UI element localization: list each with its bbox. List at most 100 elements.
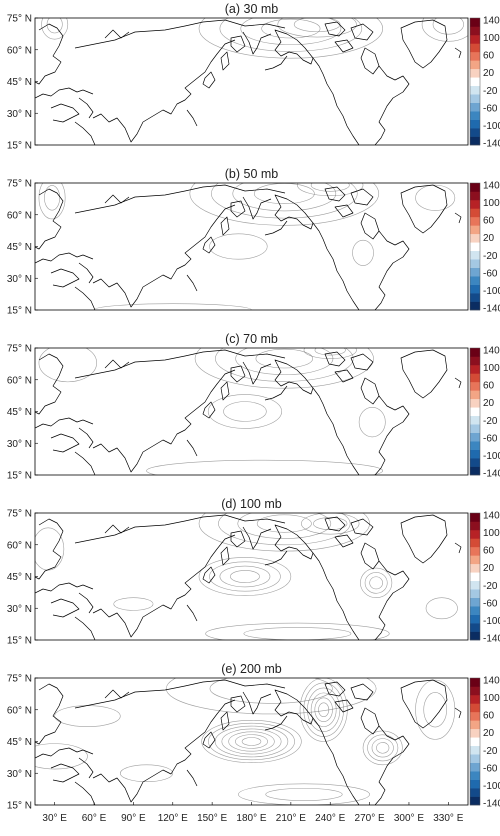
colorbar-tick-label: -140 [483,799,500,810]
colorbar-swatch [470,233,480,243]
contour-region [209,561,281,592]
colorbar-tick-label: -60 [483,103,498,114]
contour-region [113,597,154,611]
colorbar-swatch [470,26,480,36]
colorbar-swatch [470,348,480,357]
contour-region [371,738,394,758]
contour-region [240,18,342,46]
colorbar-swatch [470,678,480,687]
contour-region [214,725,289,758]
colorbar-tick-label: 60 [483,381,495,392]
colorbar-tick-label: 20 [483,68,495,79]
colorbar-tick-label: -140 [483,304,500,315]
contour-region [369,576,383,590]
lat-label: 45° N [7,407,32,418]
colorbar-swatch [470,521,480,531]
colorbar-swatch [470,771,480,780]
contour-region [297,183,364,196]
colorbar-swatch [470,276,480,285]
colorbar-swatch [470,407,480,417]
colorbar-tick-label: 60 [483,216,495,227]
contour-region [301,513,360,535]
contour-region [303,348,357,359]
panel-title: (c) 70 mb [225,332,278,346]
colorbar-swatch [470,754,480,763]
map-background [35,183,468,310]
contour-region [253,183,315,204]
lat-label: 15° N [7,141,32,152]
colorbar-swatch [470,267,480,277]
colorbar-swatch [470,216,480,226]
colorbar-swatch [470,199,480,209]
colorbar-swatch [470,720,480,730]
map-area [34,677,469,806]
contour-region [38,348,97,383]
colorbar-swatch [470,711,480,721]
colorbar-swatch [470,191,480,201]
colorbar-swatch [470,546,480,556]
lat-label: 75° N [7,179,32,190]
lat-label: 30° N [7,439,32,450]
contour-region [230,570,260,583]
lon-label: 180° E [236,813,266,824]
colorbar-tick-label: 60 [483,711,495,722]
lat-label: 30° N [7,274,32,285]
colorbar-swatch [470,441,480,450]
colorbar-tick-label: 20 [483,728,495,739]
contour-region [208,722,295,761]
colorbar-swatch [470,293,480,302]
colorbar-tick-label: -60 [483,433,498,444]
lat-label: 30° N [7,109,32,120]
colorbar-swatch [470,364,480,374]
lat-label: 60° N [7,375,32,386]
lon-label: 30° E [42,813,67,824]
lat-label: 15° N [7,636,32,647]
colorbar-swatch [470,18,480,27]
map-panel: (c) 70 mb 75° N 60° N 45° N 30° N 15° N 140 100… [7,332,500,482]
colorbar-tick-label: -20 [483,746,498,757]
contour-region [35,527,65,571]
lat-label: 60° N [7,705,32,716]
colorbar-swatch [470,284,480,294]
colorbar-swatch [470,208,480,218]
colorbar-swatch [470,128,480,137]
contour-region [310,183,350,192]
map-panel: (b) 50 mb 75° N 60° N 45° N 30° N 15° N 140 100… [7,167,500,317]
anomaly-field [41,18,468,59]
contour-region [261,18,321,39]
colorbar-tick-label: -100 [483,781,500,792]
colorbar-tick-label: -60 [483,598,498,609]
colorbar-swatch [470,788,480,797]
contour-region [415,679,456,740]
anomaly-field [35,678,456,805]
colorbar-swatch [470,94,480,103]
contour-region [425,597,458,620]
contour-region [307,687,341,732]
contour-region [432,18,464,35]
colorbar-swatch [470,34,480,44]
colorbar-swatch [470,513,480,522]
contour-region [232,183,337,212]
colorbar-swatch [470,597,480,607]
lat-label: 30° N [7,604,32,615]
contour-region [367,734,399,762]
colorbar-tick-label: -20 [483,86,498,97]
contour-region [256,514,312,533]
colorbar-swatch [470,242,480,252]
colorbar: 140 100 60 20 -20 -60 -100 -140 [469,181,500,315]
colorbar-tick-label: 100 [483,693,500,704]
contour-region [198,513,370,552]
contour-region [415,184,456,211]
colorbar-tick-label: 140 [483,511,500,522]
contour-region [318,702,330,717]
colorbar-tick-label: 20 [483,563,495,574]
map-background [35,348,468,475]
map-area [34,17,469,146]
lat-label: 75° N [7,344,32,355]
contour-region [207,394,282,429]
colorbar-swatch [470,458,480,467]
colorbar-swatch [470,424,480,433]
lat-label: 60° N [7,210,32,221]
colorbar-tick-label: 100 [483,33,500,44]
panel-title: (e) 200 mb [221,662,281,676]
